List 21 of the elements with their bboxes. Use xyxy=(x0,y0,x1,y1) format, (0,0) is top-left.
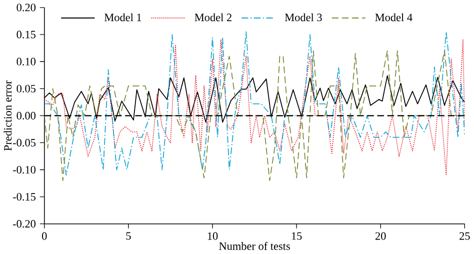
y-tick-label: 0.20 xyxy=(16,4,36,12)
y-axis-title: Prediction error xyxy=(4,80,12,151)
y-tick-label: 0.05 xyxy=(16,85,36,93)
y-tick-label: 0.15 xyxy=(16,30,36,39)
x-tick-label: 20 xyxy=(375,232,386,240)
y-tick-label: -0.15 xyxy=(13,193,36,201)
legend-label: Model 2 xyxy=(194,13,232,22)
y-tick-label: -0.10 xyxy=(13,166,36,174)
legend-label: Model 4 xyxy=(375,13,412,22)
x-axis-title: Number of tests xyxy=(219,242,290,250)
x-tick-label: 10 xyxy=(208,232,218,240)
x-tick-label: 0 xyxy=(42,232,47,240)
y-tick-label: -0.20 xyxy=(13,220,36,228)
x-tick-label: 25 xyxy=(460,232,470,240)
x-tick-label: 5 xyxy=(126,232,131,240)
y-tick-label: -0.05 xyxy=(13,139,36,147)
legend-label: Model 1 xyxy=(104,13,142,22)
y-tick-label: 0.10 xyxy=(16,58,36,66)
x-tick-label: 15 xyxy=(292,232,302,240)
y-tick-label: 0.00 xyxy=(16,112,36,120)
legend-label: Model 3 xyxy=(284,13,322,22)
